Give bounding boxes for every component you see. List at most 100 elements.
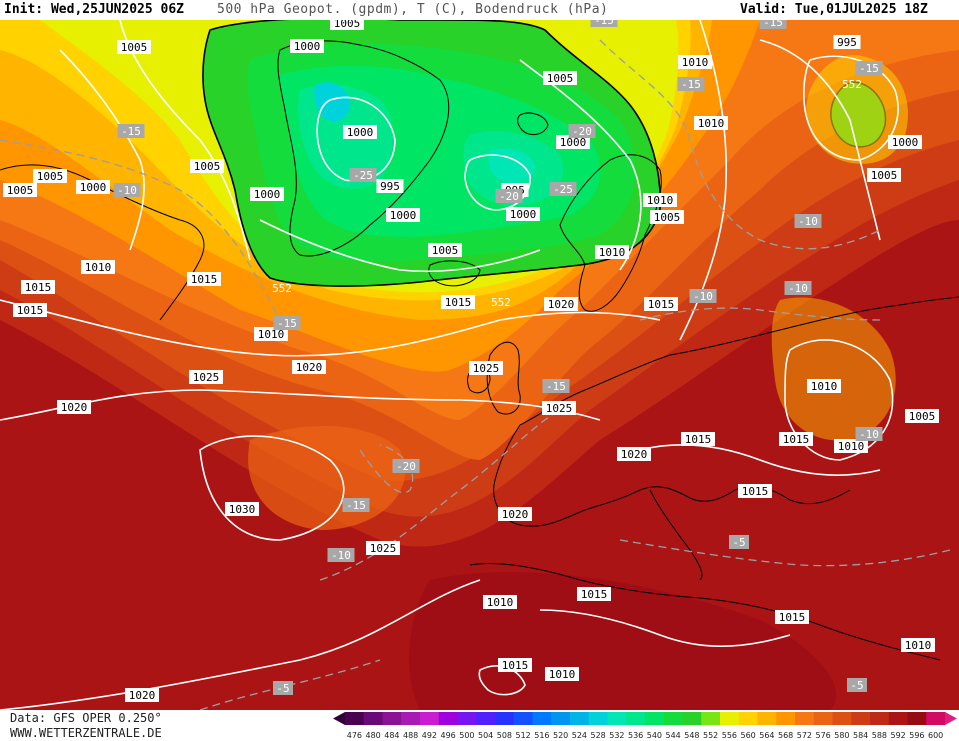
pressure-label-text: 1005 [194,160,221,173]
pressure-label-text: 1020 [296,361,323,374]
pressure-label-text: 1015 [779,611,806,624]
pressure-label: 1000 [888,135,922,149]
pressure-label: 1010 [834,439,868,453]
pressure-label-box [595,245,629,259]
pressure-label-box [542,401,576,415]
isotherm [599,39,881,250]
pressure-label-text: 1010 [85,261,112,274]
legend-tick-label: 592 [890,731,905,740]
legend-tick-label: 500 [459,731,474,740]
temperature-label: -20 [568,124,596,138]
isobar [316,96,396,182]
legend-tick-label: 568 [778,731,793,740]
coastline-uk [486,341,521,415]
pressure-label-text: 1020 [621,448,648,461]
pressure-label-box [543,71,577,85]
pressure-label-box [775,610,809,624]
legend-swatch [438,712,458,725]
pressure-label-text: 1005 [909,410,936,423]
legend-tick-label: 556 [722,731,737,740]
pressure-label-box [428,243,462,257]
temperature-label: -15 [590,20,618,27]
pressure-label: 1000 [506,207,540,221]
temperature-label: -10 [784,281,812,295]
temperature-label-text: -20 [572,125,592,138]
pressure-label-box [386,208,420,222]
legend-swatch [457,712,477,725]
legend-tick-label: 544 [665,731,680,740]
temperature-label-box [794,214,822,228]
pressure-label-text: 1005 [547,72,574,85]
temperature-label-box [847,678,867,692]
temperature-label-box [273,316,301,330]
pressure-label-text: 1025 [546,402,573,415]
legend-swatch [420,712,440,725]
pressure-label: 1015 [681,432,715,446]
isobar [0,299,661,357]
pressure-label: 1025 [542,401,576,415]
pressure-label: 1020 [617,447,651,461]
isobar [119,20,251,261]
legend-swatch [795,712,815,725]
isobars [0,20,899,710]
pressure-label: 1005 [117,40,151,54]
pressure-label-text: 1025 [193,371,220,384]
isobar [784,339,894,461]
legend-swatch [720,712,740,725]
temperature-label-box [495,189,523,203]
pressure-label-text: 1000 [347,126,374,139]
pressure-label-text: 1010 [487,596,514,609]
isotherm [319,409,561,581]
legend-swatch [663,712,683,725]
temperature-label-text: -5 [850,679,863,692]
temperature-label: -25 [349,168,377,182]
legend-tick-label: 512 [515,731,530,740]
pressure-label: 1015 [644,297,678,311]
temperature-label: -10 [794,214,822,228]
pressure-label-box [189,370,223,384]
isobar [519,59,642,271]
temperature-label: -15 [117,124,145,138]
pressure-label-box [125,688,159,702]
legend-tick-label: 576 [815,731,830,740]
temperature-label-box [689,289,717,303]
pressure-label-box [366,541,400,555]
legend-arrow-high [945,712,957,725]
geopotential-label: 552 [842,78,862,91]
pressure-label-text: 1005 [432,244,459,257]
temperature-label-text: -15 [681,78,701,91]
temperature-label-text: -20 [396,460,416,473]
isobar [539,609,791,648]
pressure-label-text: 1000 [560,136,587,149]
temperature-label: -15 [273,316,301,330]
pressure-label-text: 1020 [548,298,575,311]
temperature-label-box [729,535,749,549]
pressure-label: 1020 [498,507,532,521]
temperature-label: -25 [549,182,577,196]
temperature-label-text: -15 [546,380,566,393]
legend-tick-label: 588 [872,731,887,740]
pressure-label-text: 1010 [549,668,576,681]
legend-tick-label: 492 [422,731,437,740]
coastline-greenland [277,40,450,257]
pressure-label-text: 1015 [502,659,529,672]
pressure-label: 1015 [13,303,47,317]
pressure-label-box [833,35,861,49]
temperature-label-text: -25 [353,169,373,182]
legend-tick-label: 524 [572,731,587,740]
temperature-label-box [677,77,705,91]
pressure-label-text: 1005 [334,20,361,30]
pressure-label-box [556,135,590,149]
legend-swatch [851,712,871,725]
legend-tick-label: 564 [759,731,774,740]
pressure-label-box [13,303,47,317]
pressure-label-text: 1015 [685,433,712,446]
pressure-label-box [694,116,728,130]
legend-swatch [495,712,515,725]
temperature-label: -5 [273,681,293,695]
temperature-label: -20 [392,459,420,473]
pressure-label-text: 1015 [17,304,44,317]
pressure-label: 1005 [428,243,462,257]
isotherm [639,307,881,321]
